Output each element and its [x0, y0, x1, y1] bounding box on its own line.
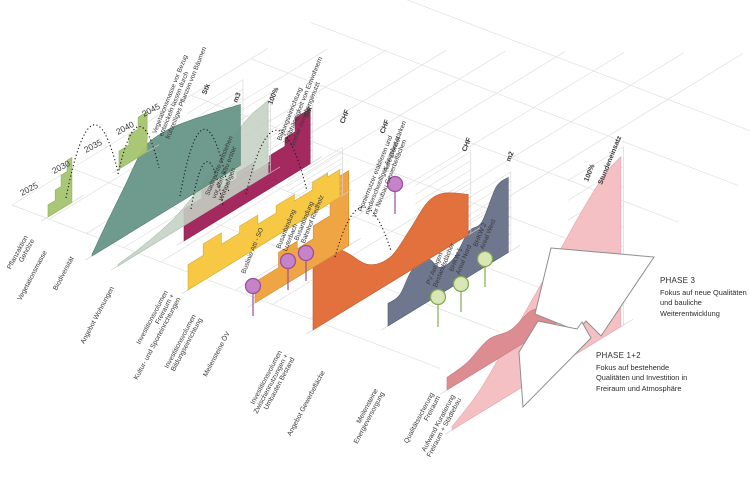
phase12-title: PHASE 1+2: [596, 351, 641, 360]
year-tick: 2035: [82, 137, 104, 155]
axis-ruling-vegetationsmasse: [187, 88, 244, 124]
year-tick: 2025: [18, 180, 40, 198]
unit-label: 100%: [583, 163, 596, 183]
ribbon-invest-freiraum-kultur: [187, 168, 341, 291]
phase12-line: Fokus auf bestehende: [596, 362, 670, 372]
axis-ruling-invest-freiraum-kultur: [286, 147, 343, 182]
phase3-title: PHASE 3: [660, 276, 696, 285]
marker-meilensteine-oev: [279, 252, 297, 270]
marker-meilensteine-oev: [386, 175, 404, 193]
marker-meilensteine-energieversorgung: [429, 288, 447, 306]
axis-ruling-invest-freiraum-kultur: [286, 157, 343, 193]
phase3-note: PHASE 3 Fokus auf neue Qualitäten und ba…: [660, 276, 750, 319]
category-label-meilensteine-oev: Meilensteine ÖV: [201, 330, 232, 378]
phase12-note: PHASE 1+2 Fokus auf bestehende Qualitäte…: [596, 351, 726, 394]
dotted-arc: [190, 161, 224, 210]
dotted-arc: [179, 128, 230, 197]
phase12-line: Qualitäten und Investition in: [596, 373, 688, 382]
phase3-line: Weiterentwicklung: [660, 308, 720, 318]
unit-label: m3: [232, 92, 242, 104]
unit-label: Stk: [201, 83, 212, 96]
ground-grid-line: [406, 0, 750, 132]
dotted-arc: [65, 124, 119, 199]
ground-grid-line: [160, 50, 506, 263]
unit-label: CHF: [339, 108, 351, 125]
axis-ruling-vegetationsmasse: [187, 79, 244, 114]
phase3-line: und bauliche: [660, 298, 702, 307]
ground-grid-line: [310, 21, 739, 186]
ground-grid-line: [11, 204, 440, 369]
marker-meilensteine-energieversorgung: [476, 250, 494, 268]
dotted-arc: [245, 129, 308, 195]
category-label-angebot-wohnungen: Angebot Wohnungen: [80, 285, 116, 345]
unit-label: CHF: [461, 136, 473, 153]
marker-meilensteine-oev: [244, 277, 262, 295]
phase3-arrow: [534, 247, 655, 337]
category-label-invest-zwischennutzung: InvestitionsvolumenZwischennutzungen +Um…: [246, 349, 296, 418]
phase3-line: Fokus auf neue Qualitäten: [660, 287, 747, 297]
axis-ruling-aufwand-kuratierung: [567, 146, 624, 181]
marker-meilensteine-energieversorgung: [452, 275, 470, 293]
ribbon-angebot-gewerbeflaeche: [387, 176, 509, 327]
ribbon-invest-bildung: [254, 170, 350, 304]
phase12-line: Freiraum und Atmosphäre: [596, 383, 682, 393]
marker-meilensteine-oev: [297, 244, 315, 262]
axis-ruling-invest-freiraum-kultur: [286, 163, 343, 198]
category-label-meilensteine-energieversorgung: MeilensteineEnergieversorgung: [347, 387, 387, 445]
ribbon-vegetationsmasse: [91, 103, 241, 257]
category-label-biodiversitaet: Biodiversität: [52, 256, 76, 292]
unit-label: CHF: [379, 118, 391, 135]
axis-ruling-invest-zwischennutzung: [415, 151, 471, 186]
axis-ruling-invest-zwischennutzung: [415, 160, 471, 195]
unit-label: 100%: [267, 86, 280, 106]
axis-ruling-invest-freiraum-kultur: [286, 152, 343, 187]
category-label-angebot-gewerbeflaeche: Angebot Gewerbefläche: [286, 369, 327, 437]
dotted-arc: [117, 125, 160, 175]
unit-label: m2: [505, 151, 515, 163]
phase12-arrow: [518, 320, 592, 409]
axis-ruling-invest-zwischennutzung: [415, 169, 471, 204]
unit-label: Stk: [303, 106, 314, 119]
